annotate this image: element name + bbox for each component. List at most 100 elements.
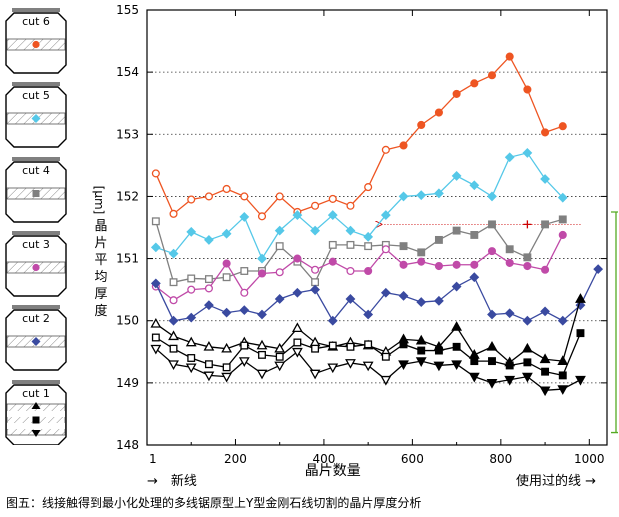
- data-point: [487, 191, 497, 202]
- data-point: [487, 247, 497, 256]
- data-point: [240, 192, 249, 201]
- data-point: [522, 315, 533, 326]
- data-point: [486, 340, 498, 351]
- series-line: [155, 152, 564, 260]
- y-tick-label: 148: [116, 438, 139, 452]
- data-point: [169, 344, 178, 353]
- data-point: [203, 371, 215, 382]
- data-point: [505, 258, 514, 267]
- x-note-used-wire: 使用过的线 →: [516, 474, 597, 489]
- series-line: [155, 234, 564, 301]
- series-4: [150, 264, 604, 326]
- data-point: [522, 148, 533, 158]
- data-point: [486, 379, 498, 389]
- data-point: [364, 266, 373, 276]
- data-point: [292, 287, 303, 298]
- data-point: [539, 353, 551, 364]
- data-point: [557, 315, 568, 326]
- x-tick-label: 800: [489, 452, 512, 466]
- cut-marker: [32, 40, 40, 49]
- data-point: [541, 128, 550, 137]
- data-point: [470, 260, 479, 269]
- data-point: [364, 242, 373, 251]
- data-point: [541, 265, 550, 274]
- data-point: [169, 209, 178, 218]
- legend-label: cut 6: [22, 15, 50, 28]
- data-point: [557, 355, 569, 365]
- cut-marker: [31, 337, 41, 346]
- wire-guide-bar: [12, 305, 60, 309]
- y-axis-char: 度: [94, 303, 107, 319]
- data-point: [240, 341, 249, 350]
- data-point: [309, 336, 321, 347]
- thickness-chart: 148 149 150 151 152 153 154 155 1 200 400 600 800 100…: [92, 3, 618, 479]
- data-point: [168, 315, 179, 326]
- legend-cut-4: cut 4: [5, 157, 67, 223]
- data-point: [274, 361, 286, 372]
- data-point: [221, 342, 233, 353]
- legend-cut-6: cut 6: [5, 8, 67, 74]
- data-point: [558, 230, 567, 240]
- data-point: [504, 308, 515, 319]
- data-point: [328, 240, 337, 249]
- data-point: [399, 141, 408, 150]
- data-point: [452, 260, 461, 269]
- data-point: [434, 108, 443, 117]
- data-point: [222, 363, 231, 372]
- data-point: [345, 294, 356, 304]
- legend-cut-3: cut 3: [5, 231, 67, 297]
- data-point: [540, 306, 550, 317]
- data-point: [380, 210, 391, 220]
- data-point: [346, 266, 355, 276]
- wire-guide-bar: [12, 157, 60, 161]
- data-point: [204, 360, 213, 369]
- data-point: [186, 226, 197, 237]
- wire-guide-bar: [12, 380, 60, 384]
- data-point: [327, 315, 338, 326]
- data-point: [204, 235, 214, 245]
- data-point: [328, 257, 337, 266]
- green-range-bar: [611, 211, 618, 434]
- data-point: [399, 340, 408, 349]
- red-plus-marker: [523, 220, 532, 229]
- legend-label: cut 1: [22, 387, 50, 400]
- data-point: [399, 242, 408, 251]
- data-point: [381, 352, 390, 361]
- data-point: [310, 225, 320, 236]
- data-point: [204, 192, 213, 201]
- y-tick-label: 150: [116, 314, 139, 328]
- data-point: [451, 360, 463, 371]
- data-point: [541, 367, 550, 376]
- data-point: [468, 372, 480, 383]
- series-line: [155, 298, 582, 364]
- data-point: [256, 369, 268, 380]
- y-axis-char: 均: [94, 270, 107, 285]
- data-point: [381, 245, 390, 254]
- data-point: [151, 217, 160, 226]
- data-point: [398, 191, 409, 202]
- data-point: [327, 363, 339, 374]
- legend-cut-2: cut 2: [5, 305, 67, 371]
- data-point: [539, 386, 551, 397]
- data-point: [575, 293, 586, 303]
- data-point: [505, 52, 514, 61]
- y-tick-label: 154: [116, 65, 139, 79]
- data-point: [470, 79, 479, 88]
- data-point: [257, 309, 267, 320]
- data-point: [151, 333, 160, 342]
- legend-cut-5: cut 5: [5, 82, 67, 148]
- data-point: [523, 85, 532, 94]
- data-point: [186, 312, 197, 323]
- x-tick-label: 1: [149, 452, 157, 466]
- data-point: [274, 294, 285, 304]
- data-point: [505, 361, 514, 370]
- series-line: [155, 218, 563, 284]
- data-point: [222, 259, 231, 268]
- data-point: [150, 242, 161, 253]
- x-axis-label: 晶片数量: [305, 463, 361, 479]
- data-point: [363, 231, 374, 242]
- data-point: [452, 342, 461, 351]
- data-point: [346, 201, 355, 210]
- data-point: [187, 285, 196, 294]
